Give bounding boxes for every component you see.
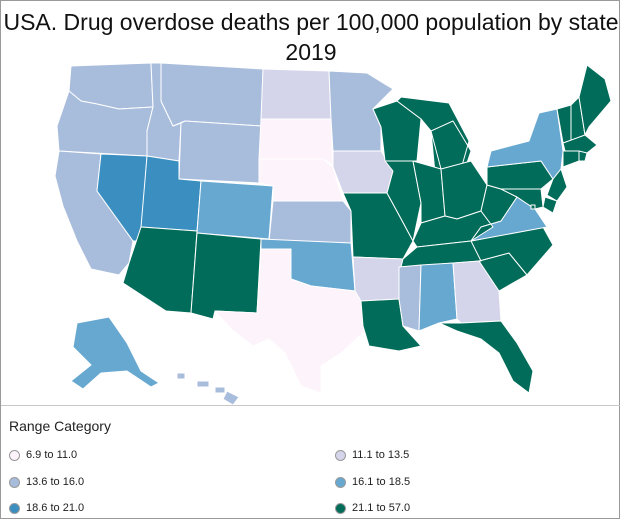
state-mississippi[interactable] <box>398 264 422 332</box>
state-alabama[interactable] <box>418 262 458 332</box>
legend-divider <box>1 405 620 406</box>
legend-swatch <box>9 476 20 488</box>
state-new-jersey[interactable] <box>546 168 568 202</box>
state-new-mexico[interactable] <box>190 232 262 320</box>
legend-label: 11.1 to 13.5 <box>352 449 410 461</box>
legend-label: 16.1 to 18.5 <box>352 476 411 488</box>
legend-label: 13.6 to 16.0 <box>26 476 85 488</box>
state-wyoming[interactable] <box>178 120 262 184</box>
states-layer <box>54 62 612 406</box>
state-colorado[interactable] <box>196 180 274 240</box>
state-new-york[interactable] <box>486 108 564 180</box>
legend-swatch <box>9 449 20 461</box>
state-kansas[interactable] <box>268 200 352 244</box>
legend-label: 18.6 to 21.0 <box>26 502 85 514</box>
state-massachusetts[interactable] <box>562 134 598 154</box>
legend-item: 21.1 to 57.0 <box>335 501 410 515</box>
legend-item: 16.1 to 18.5 <box>335 475 410 489</box>
legend-swatch <box>335 502 346 514</box>
map-title-line2: 2019 <box>285 39 337 65</box>
legend-label: 21.1 to 57.0 <box>352 502 411 514</box>
state-rhode-island[interactable] <box>578 150 588 162</box>
state-district-of-columbia[interactable] <box>530 204 536 210</box>
state-iowa[interactable] <box>332 150 394 194</box>
legend-swatch <box>9 502 20 514</box>
legend-item: 18.6 to 21.0 <box>9 501 84 515</box>
legend-item: 6.9 to 11.0 <box>9 448 77 462</box>
map-title: USA. Drug overdose deaths per 100,000 po… <box>1 7 620 67</box>
state-north-dakota[interactable] <box>260 68 332 120</box>
state-maine[interactable] <box>578 64 612 136</box>
state-alaska[interactable] <box>70 316 160 390</box>
state-arkansas[interactable] <box>352 256 404 302</box>
state-hawaii[interactable] <box>176 372 240 406</box>
state-texas[interactable] <box>214 248 366 394</box>
legend-swatch <box>335 476 346 488</box>
legend-item: 13.6 to 16.0 <box>9 475 84 489</box>
map-title-line1: USA. Drug overdose deaths per 100,000 po… <box>3 9 619 35</box>
legend-title: Range Category <box>9 418 111 434</box>
state-maryland[interactable] <box>500 188 544 210</box>
state-delaware[interactable] <box>542 196 558 214</box>
state-florida[interactable] <box>438 320 534 394</box>
state-montana[interactable] <box>160 62 264 127</box>
legend-item: 11.1 to 13.5 <box>335 448 409 462</box>
state-connecticut[interactable] <box>562 150 580 168</box>
legend-label: 6.9 to 11.0 <box>26 449 78 461</box>
legend-swatch <box>335 449 346 461</box>
state-south-dakota[interactable] <box>258 118 334 166</box>
state-ohio[interactable] <box>440 160 488 220</box>
state-north-carolina[interactable] <box>470 226 554 276</box>
us-state-map <box>54 62 612 406</box>
